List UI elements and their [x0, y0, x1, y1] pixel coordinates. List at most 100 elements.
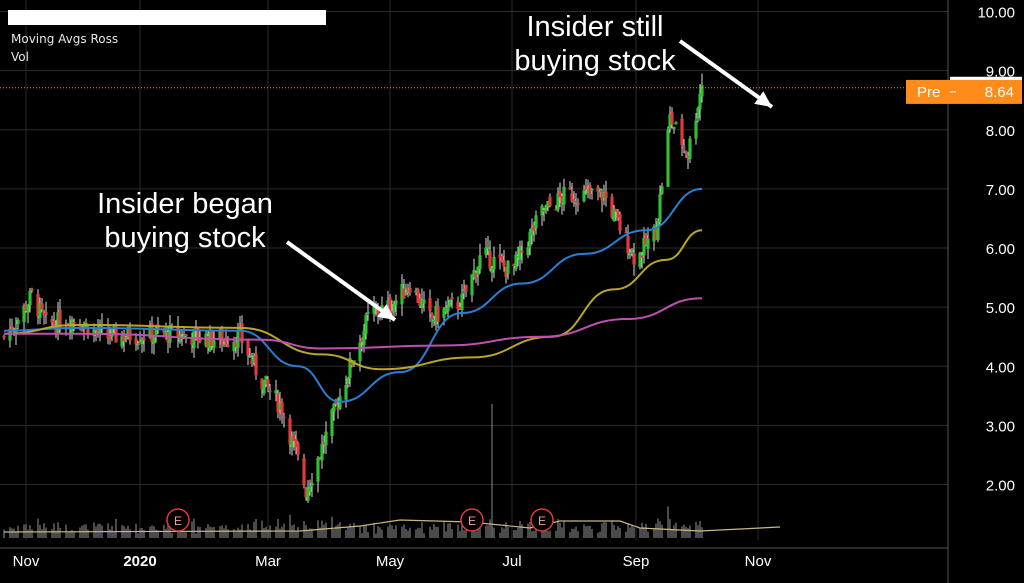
- candle-down: [176, 327, 180, 338]
- pre-market-badge[interactable]: [906, 79, 1022, 104]
- candle-up: [478, 255, 482, 270]
- volume-bar: [447, 523, 449, 538]
- volume-bar: [375, 533, 377, 538]
- candle-up: [612, 208, 616, 221]
- candle-up: [544, 205, 548, 211]
- volume-bar: [249, 529, 251, 538]
- volume-bar: [135, 523, 137, 538]
- candle-up: [666, 129, 670, 187]
- x-tick-label: Sep: [623, 553, 650, 570]
- volume-bar: [409, 527, 411, 538]
- volume-bar: [169, 527, 171, 538]
- candle-down: [572, 198, 576, 201]
- volume-bar: [109, 529, 111, 538]
- indicator-label[interactable]: Moving Avgs Ross: [11, 32, 119, 46]
- volume-bar: [401, 526, 403, 538]
- candle-down: [644, 235, 648, 246]
- y-tick-label: 4.00: [986, 359, 1015, 376]
- candle-up: [656, 221, 660, 240]
- earnings-marker[interactable]: [530, 508, 554, 532]
- candle-up: [124, 337, 128, 340]
- candle-up: [628, 253, 632, 256]
- volume-bar: [45, 527, 47, 538]
- volume-bar: [185, 532, 187, 538]
- candle-down: [388, 297, 392, 314]
- candle-down: [570, 193, 574, 202]
- volume-bar: [403, 524, 405, 538]
- volume-bar: [569, 532, 571, 538]
- candle-up: [658, 193, 662, 222]
- candle-up: [420, 300, 424, 308]
- volume-bar: [421, 522, 423, 538]
- candle-down: [576, 202, 580, 206]
- volume-bar: [55, 530, 57, 538]
- volume-bar: [205, 528, 207, 538]
- volume-bar: [129, 529, 131, 538]
- candle-up: [668, 114, 672, 129]
- volume-bar: [351, 527, 353, 538]
- volume-bar: [687, 528, 689, 538]
- candle-up: [562, 186, 566, 205]
- candle-up: [348, 357, 352, 378]
- candle-up: [534, 215, 538, 229]
- volume-bar: [535, 525, 537, 538]
- volume-bar: [463, 530, 465, 538]
- candle-down: [10, 326, 14, 332]
- candle-down: [456, 301, 460, 310]
- candle-up: [394, 300, 398, 305]
- candle-up: [112, 326, 116, 328]
- candle-down: [246, 340, 250, 356]
- volume-bar: [41, 529, 43, 538]
- volume-bar: [429, 526, 431, 538]
- volume-label[interactable]: Vol: [11, 50, 29, 64]
- volume-bar: [699, 521, 701, 538]
- volume-bar: [193, 518, 195, 538]
- volume-bar: [115, 518, 117, 538]
- pre-market-value: 8.64: [985, 84, 1014, 101]
- candle-up: [506, 260, 510, 275]
- candle-up: [332, 403, 336, 412]
- volume-bar: [559, 522, 561, 538]
- volume-bar: [233, 529, 235, 538]
- candle-up: [168, 325, 172, 343]
- candle-down: [604, 191, 608, 198]
- volume-bar: [27, 529, 29, 538]
- candle-down: [122, 333, 126, 342]
- volume-bar: [325, 522, 327, 538]
- volume-bar: [445, 531, 447, 538]
- candle-down: [30, 289, 34, 291]
- volume-bar: [309, 528, 311, 538]
- volume-bar: [11, 528, 13, 538]
- candle-down: [276, 393, 280, 413]
- volume-bar: [277, 518, 279, 538]
- volume-bar: [297, 527, 299, 538]
- candle-up: [16, 320, 20, 325]
- volume-bar: [405, 528, 407, 538]
- earnings-marker[interactable]: [460, 508, 484, 532]
- candle-down: [430, 313, 434, 318]
- earnings-marker[interactable]: [166, 508, 190, 532]
- x-tick-label: Nov: [13, 553, 40, 570]
- candle-down: [250, 359, 254, 364]
- candle-up: [518, 246, 522, 260]
- candle-up: [514, 254, 518, 269]
- candle-up: [406, 290, 410, 292]
- volume-bar: [457, 524, 459, 538]
- candle-down: [474, 272, 478, 277]
- volume-bar: [373, 522, 375, 538]
- candle-down: [294, 438, 298, 448]
- volume-bar: [137, 533, 139, 538]
- volume-bar: [323, 524, 325, 538]
- volume-bar: [645, 523, 647, 538]
- candle-up: [232, 342, 236, 352]
- volume-bar: [657, 518, 659, 538]
- candle-up: [98, 325, 102, 334]
- candle-up: [400, 284, 404, 305]
- candle-down: [682, 146, 686, 149]
- volume-bar: [459, 531, 461, 538]
- moving-average-line: [3, 187, 703, 403]
- volume-bar: [489, 519, 491, 538]
- volume-bar: [143, 529, 145, 538]
- candle-down: [610, 196, 614, 218]
